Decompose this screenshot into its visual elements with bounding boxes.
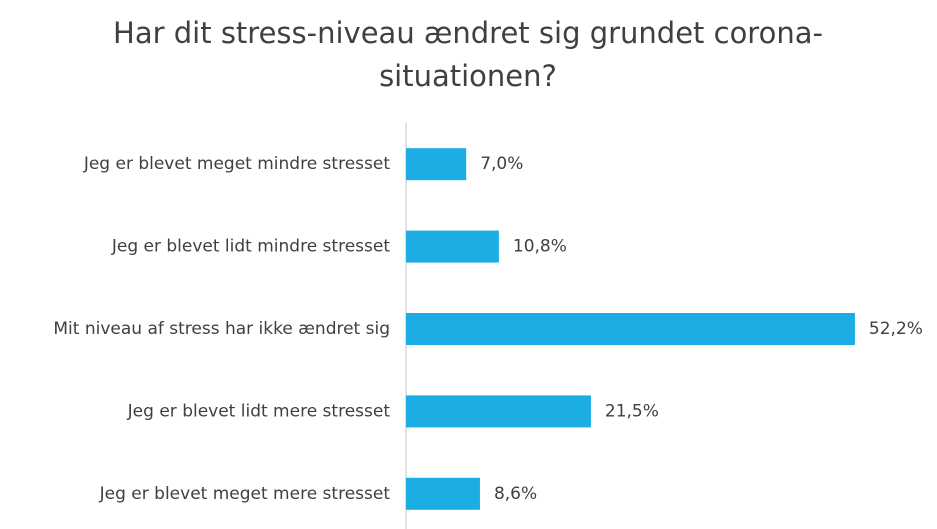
value-label: 10,8%: [513, 237, 567, 257]
bar: [406, 313, 855, 345]
category-label: Jeg er blevet meget mindre stresset: [83, 154, 391, 174]
value-label: 8,6%: [494, 484, 537, 504]
chart-title: Har dit stress-niveau ændret sig grundet…: [113, 16, 823, 93]
category-label: Jeg er blevet meget mere stresset: [99, 484, 391, 504]
category-label: Mit niveau af stress har ikke ændret sig: [53, 319, 390, 339]
bar: [406, 477, 480, 510]
value-label: 52,2%: [869, 319, 923, 339]
value-label: 7,0%: [480, 154, 523, 174]
bar: [406, 148, 467, 181]
bar: [406, 230, 499, 263]
bar: [406, 395, 591, 428]
category-label: Jeg er blevet lidt mindre stresset: [111, 237, 390, 257]
value-label: 21,5%: [605, 401, 659, 421]
category-label: Jeg er blevet lidt mere stresset: [127, 401, 391, 421]
